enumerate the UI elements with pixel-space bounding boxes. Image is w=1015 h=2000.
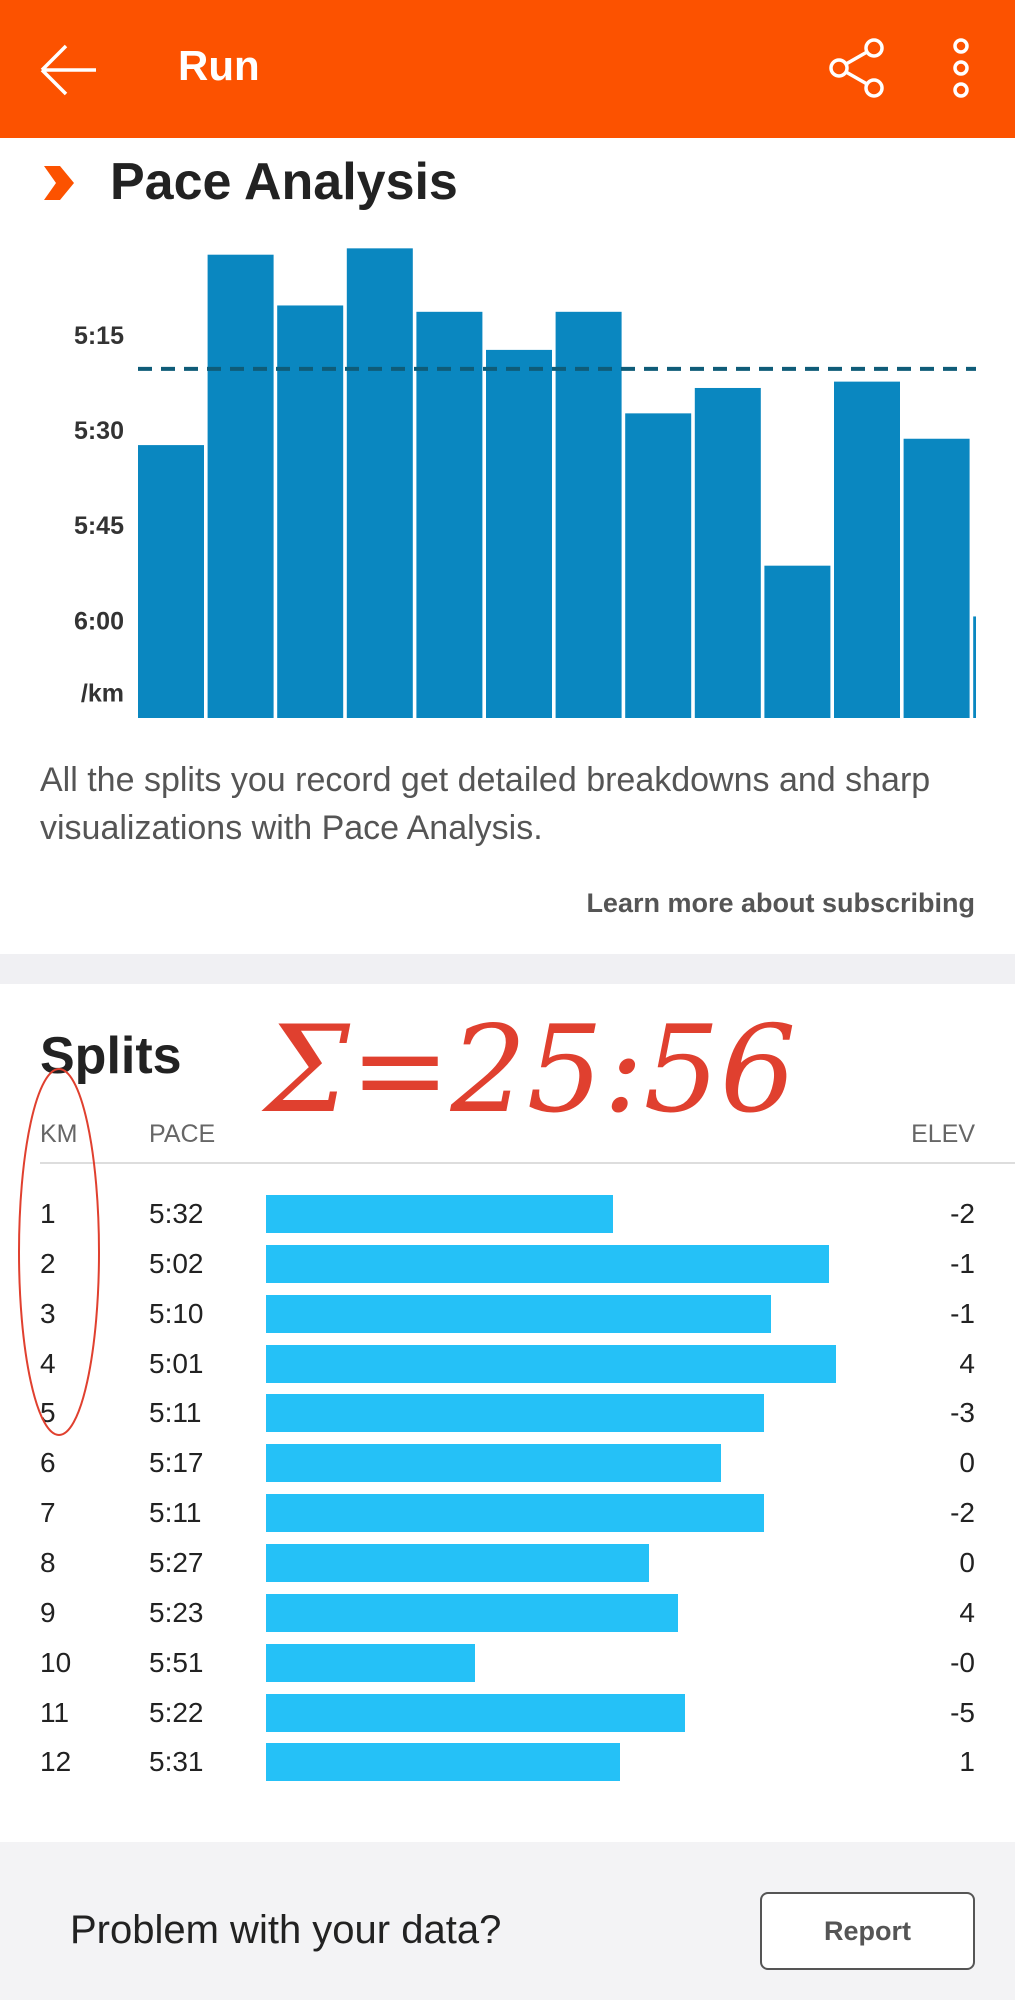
column-header: ELEV [911, 1120, 975, 1148]
elev: 4 [959, 1596, 975, 1628]
report-button[interactable]: Report [760, 1892, 975, 1970]
description: All the splits you record get detailed b… [40, 761, 931, 847]
pace: 5:27 [149, 1546, 204, 1578]
km: 11 [40, 1696, 70, 1728]
elev: 4 [959, 1347, 975, 1379]
pace-bar [266, 1643, 476, 1682]
column-header: KM [40, 1120, 78, 1148]
km: 8 [40, 1546, 56, 1578]
km: 12 [40, 1746, 72, 1778]
pace-bar [266, 1543, 649, 1582]
pace-bar [266, 1344, 837, 1383]
pace-bar [266, 1294, 772, 1333]
y-tick-label: 5:45 [74, 512, 124, 540]
bar [207, 254, 274, 718]
km: 9 [40, 1596, 56, 1628]
km: 2 [40, 1247, 56, 1279]
km: 4 [40, 1347, 56, 1379]
elev: -2 [950, 1198, 975, 1229]
divider [0, 954, 1015, 984]
pace: 5:02 [149, 1247, 204, 1279]
section-chevron [44, 166, 74, 200]
pace-bar [266, 1693, 685, 1732]
pace: 5:22 [149, 1696, 204, 1728]
pace: 5:31 [149, 1746, 204, 1778]
bar [973, 616, 976, 718]
pace: 5:51 [149, 1646, 204, 1678]
more-button[interactable] [948, 36, 974, 100]
footer-text: Problem with your data? [70, 1908, 502, 1952]
pace: 5:01 [149, 1347, 204, 1379]
elev: 0 [959, 1546, 975, 1578]
bar [834, 381, 900, 718]
app-title: Run [178, 42, 260, 89]
pace: 5:23 [149, 1596, 204, 1628]
pace: 5:32 [149, 1198, 204, 1229]
elev: -1 [950, 1247, 975, 1279]
pace-bar [266, 1444, 721, 1483]
km: 3 [40, 1297, 56, 1329]
elev: -5 [950, 1696, 975, 1728]
share-button[interactable] [825, 36, 889, 100]
pace-bar [266, 1394, 765, 1433]
bar [555, 311, 622, 718]
km: 7 [40, 1497, 56, 1529]
elev: 1 [959, 1746, 975, 1778]
pace: 5:11 [149, 1397, 202, 1429]
subscribe-link[interactable]: Learn more about subscribing [586, 888, 975, 918]
pace-chart: 5:15 5:30 5:45 6:00/km [74, 248, 976, 718]
back-button[interactable] [38, 40, 100, 100]
elev: -1 [950, 1297, 975, 1329]
bar [903, 438, 970, 718]
section-title: Pace Analysis [110, 153, 458, 211]
pace: 5:17 [149, 1447, 204, 1479]
pace-bar [266, 1494, 765, 1533]
km: 10 [40, 1646, 72, 1678]
y-tick-label: 6:00 [74, 607, 124, 635]
annotation: Σ=25:56 [261, 1001, 796, 1140]
header-rule [40, 1162, 1015, 1164]
elev: 0 [959, 1447, 975, 1479]
pace-bar [266, 1244, 830, 1283]
elev: -2 [950, 1497, 975, 1529]
km: 1 [40, 1198, 56, 1229]
bar [694, 387, 761, 718]
handwriting: Σ=25:56 [18, 1001, 796, 1436]
elev: -0 [950, 1646, 975, 1678]
bar [416, 311, 483, 718]
bar [346, 248, 413, 718]
bar [277, 305, 344, 718]
y-axis-label: /km [81, 680, 124, 708]
pace-bar [266, 1593, 678, 1632]
y-tick-label: 5:15 [74, 322, 124, 350]
bar [625, 413, 692, 718]
pace: 5:10 [149, 1297, 204, 1329]
bar [486, 349, 552, 718]
splits-title: Splits [40, 1027, 182, 1085]
pace: 5:11 [149, 1497, 202, 1529]
pace-bar [266, 1195, 613, 1233]
bar [764, 565, 831, 718]
y-tick-label: 5:30 [74, 417, 124, 445]
column-header: PACE [149, 1120, 216, 1148]
bar [138, 445, 204, 718]
elev: -3 [950, 1397, 975, 1429]
km: 6 [40, 1447, 56, 1479]
pace-bar [266, 1743, 620, 1782]
